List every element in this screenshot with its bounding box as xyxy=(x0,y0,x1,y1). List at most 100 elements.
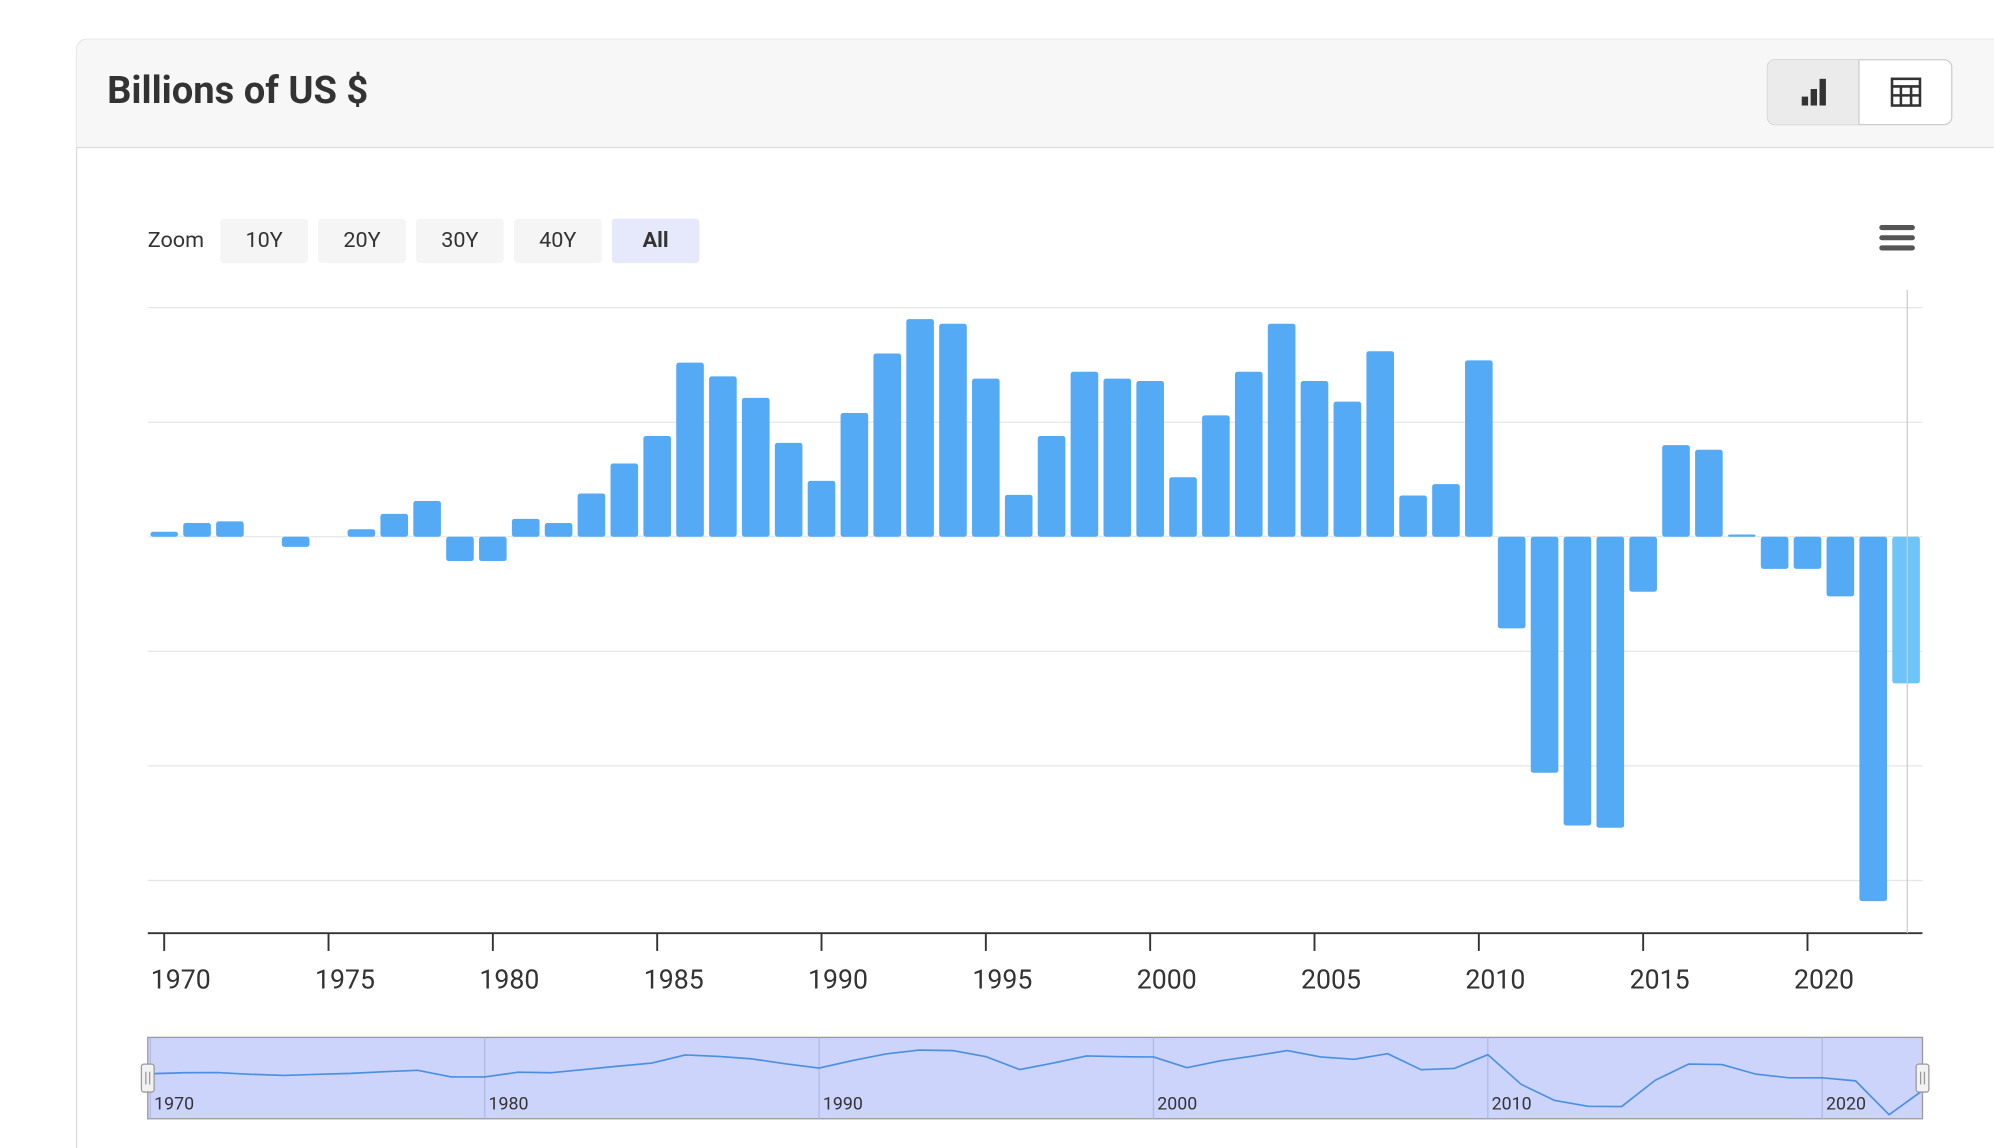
zoom-button-label: 40Y xyxy=(539,228,576,253)
x-tick-label: 2010 xyxy=(1465,964,1525,996)
navigator-handle[interactable] xyxy=(140,1063,155,1093)
bar[interactable] xyxy=(1596,536,1625,828)
zoom-button[interactable]: 40Y xyxy=(513,218,602,264)
bar[interactable] xyxy=(1563,536,1592,826)
bar[interactable] xyxy=(1760,536,1789,569)
bar[interactable] xyxy=(216,521,244,537)
bar[interactable] xyxy=(1267,323,1296,537)
icon xyxy=(1879,245,1915,251)
bar[interactable] xyxy=(1432,484,1460,537)
bar[interactable] xyxy=(413,501,441,537)
bar[interactable] xyxy=(709,376,737,537)
zoom-button-bg xyxy=(513,218,602,264)
x-tick-label: 1980 xyxy=(479,964,539,996)
bar[interactable] xyxy=(1202,415,1230,537)
bar[interactable] xyxy=(183,523,211,537)
zoom-buttons: 10Y 20Y 30Y 40Y All xyxy=(220,218,700,264)
navigator-line xyxy=(150,1049,1924,1116)
bar[interactable] xyxy=(380,513,409,537)
navigator: 1970 1980 1990 2000 2010 2020 xyxy=(140,1036,1930,1120)
x-tick-label: 1985 xyxy=(644,964,704,996)
zoom-button-label: 10Y xyxy=(245,228,282,253)
zoom-button-bg xyxy=(318,218,406,264)
bar[interactable] xyxy=(610,463,639,537)
zoom-label: Zoom xyxy=(148,228,204,253)
navigator-tick-label: 1970 xyxy=(154,1093,194,1114)
navigator-tick-label: 1980 xyxy=(488,1093,528,1114)
bar[interactable] xyxy=(544,523,573,537)
bar[interactable] xyxy=(873,353,902,537)
bar[interactable] xyxy=(1662,445,1690,537)
bar[interactable] xyxy=(1530,536,1559,773)
navigator-tick-label: 2020 xyxy=(1826,1093,1866,1114)
bar[interactable] xyxy=(972,378,1000,537)
x-tick-label: 1995 xyxy=(972,964,1032,996)
bar[interactable] xyxy=(1727,534,1756,537)
bar[interactable] xyxy=(150,531,178,537)
card-header xyxy=(76,39,1994,148)
x-tick-label: 2020 xyxy=(1794,964,1854,996)
bar[interactable] xyxy=(1826,536,1855,597)
x-tick-label: 2000 xyxy=(1137,964,1197,996)
navigator-tick-label: 1990 xyxy=(823,1093,863,1114)
bar[interactable] xyxy=(676,362,704,537)
bar[interactable] xyxy=(1004,494,1033,537)
bar[interactable] xyxy=(1695,449,1723,537)
bar[interactable] xyxy=(1234,371,1263,537)
bar[interactable] xyxy=(1497,536,1526,629)
bar[interactable] xyxy=(1859,536,1888,902)
bar[interactable] xyxy=(511,518,540,537)
table-view-button[interactable] xyxy=(1890,77,1922,107)
zoom-button[interactable]: 30Y xyxy=(416,218,504,264)
icon xyxy=(1879,235,1915,241)
bar[interactable] xyxy=(939,323,967,537)
bar[interactable] xyxy=(1169,477,1197,537)
bar[interactable] xyxy=(741,397,770,537)
x-tick-label: 2005 xyxy=(1301,964,1361,996)
bar[interactable] xyxy=(1366,351,1395,537)
bar[interactable] xyxy=(1037,435,1066,537)
menu-button[interactable] xyxy=(1879,225,1915,251)
bar[interactable] xyxy=(906,319,934,537)
x-tick-label: 1975 xyxy=(315,964,375,996)
bar[interactable] xyxy=(1333,401,1362,537)
navigator-handle[interactable] xyxy=(1915,1063,1930,1093)
icon xyxy=(1879,225,1915,231)
bar[interactable] xyxy=(577,493,606,537)
bar[interactable] xyxy=(1399,495,1427,537)
zoom-button[interactable]: 10Y xyxy=(220,218,308,264)
title: Billions of US $ xyxy=(107,69,368,113)
bar[interactable] xyxy=(281,536,310,547)
bar[interactable] xyxy=(1465,360,1493,537)
bar[interactable] xyxy=(1892,536,1920,684)
x-tick-label: 2015 xyxy=(1630,964,1690,996)
icon xyxy=(1819,78,1826,106)
navigator-tick-label: 2010 xyxy=(1492,1093,1532,1114)
bar[interactable] xyxy=(840,413,869,537)
zoom-button[interactable]: 20Y xyxy=(318,218,406,264)
bar[interactable] xyxy=(807,480,836,537)
plot: 1970 1975 1980 1985 1990 1995 2000 2005 2010 2015… xyxy=(147,307,1923,996)
navigator-window xyxy=(147,1036,1924,1120)
icon xyxy=(1890,77,1922,107)
zoom-button-label: All xyxy=(643,228,669,253)
bar[interactable] xyxy=(1136,380,1164,537)
icon xyxy=(1801,96,1809,106)
icon xyxy=(1810,88,1817,106)
bar[interactable] xyxy=(1793,536,1822,569)
zoom-button-bg xyxy=(611,218,700,264)
bar[interactable] xyxy=(1070,371,1099,537)
bar[interactable] xyxy=(1629,536,1657,592)
zoom-button[interactable]: All xyxy=(611,218,700,264)
bar[interactable] xyxy=(446,536,474,562)
x-tick-label: 1970 xyxy=(151,964,211,996)
bar[interactable] xyxy=(347,529,376,537)
bar[interactable] xyxy=(479,536,507,562)
bar[interactable] xyxy=(774,442,803,537)
bar[interactable] xyxy=(1300,380,1329,537)
bar[interactable] xyxy=(1103,378,1132,537)
bar[interactable] xyxy=(643,435,671,537)
zoom-button-bg xyxy=(220,218,308,264)
zoom-button-bg xyxy=(416,218,504,264)
